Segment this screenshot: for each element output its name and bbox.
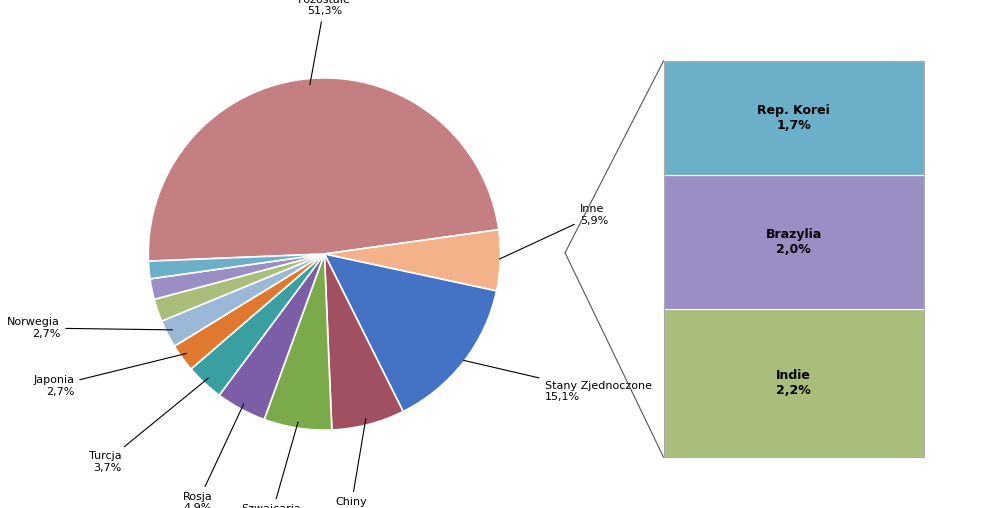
Text: Norwegia
2,7%: Norwegia 2,7%: [7, 317, 173, 339]
Wedge shape: [191, 254, 324, 395]
Bar: [664, 175, 924, 309]
Text: Szwajcaria
6,6%: Szwajcaria 6,6%: [242, 422, 302, 508]
Wedge shape: [324, 254, 403, 430]
Wedge shape: [150, 254, 324, 299]
Wedge shape: [219, 254, 324, 420]
Text: Rep. Korei
1,7%: Rep. Korei 1,7%: [757, 104, 831, 132]
Wedge shape: [324, 254, 496, 411]
Wedge shape: [154, 254, 324, 321]
Text: Rosja
4,9%: Rosja 4,9%: [183, 404, 244, 508]
Text: Japonia
2,7%: Japonia 2,7%: [33, 354, 187, 397]
Bar: [664, 61, 924, 175]
Text: Chiny
7,1%: Chiny 7,1%: [335, 419, 367, 508]
Wedge shape: [148, 78, 498, 261]
Wedge shape: [148, 254, 324, 279]
Wedge shape: [174, 254, 324, 369]
Text: Inne
5,9%: Inne 5,9%: [499, 204, 608, 259]
Bar: [664, 309, 924, 457]
Text: Brazylia
2,0%: Brazylia 2,0%: [766, 228, 822, 257]
Wedge shape: [324, 230, 500, 291]
Text: Pozostałe
51,3%: Pozostałe 51,3%: [298, 0, 351, 85]
Wedge shape: [264, 254, 332, 430]
Text: Turcja
3,7%: Turcja 3,7%: [89, 378, 208, 473]
Text: Indie
2,2%: Indie 2,2%: [777, 369, 811, 397]
Text: Stany Zjednoczone
15,1%: Stany Zjednoczone 15,1%: [464, 360, 652, 402]
Wedge shape: [161, 254, 324, 346]
